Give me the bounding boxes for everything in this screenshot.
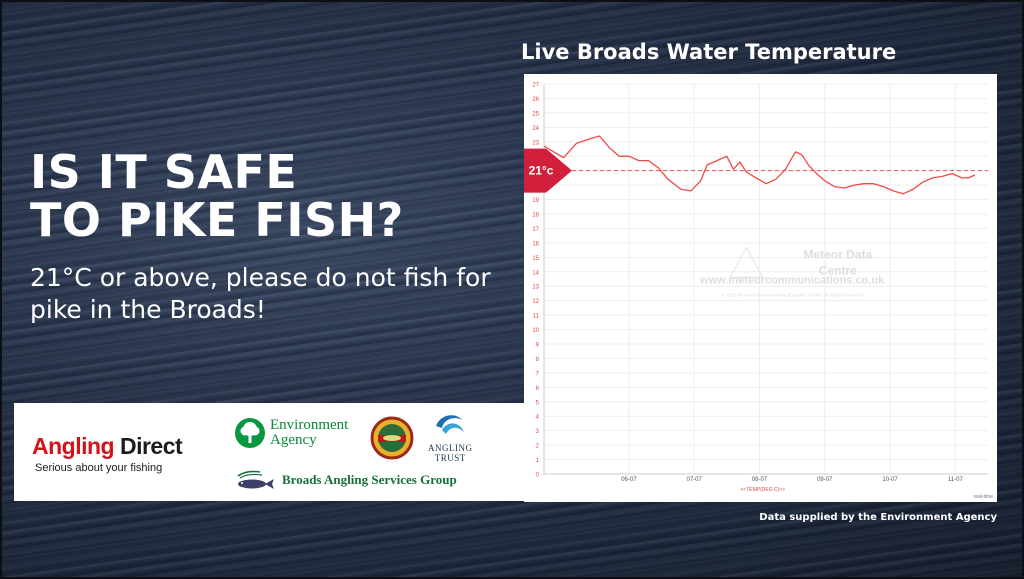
x-tick-label: 11-07 (948, 477, 964, 483)
tree-icon (235, 418, 265, 448)
x-axis-title: <<TEMP(DEG C)>> (740, 487, 785, 493)
temperature-chart-panel: 0123456789101112131415161718192021222324… (524, 74, 997, 502)
y-tick-label: 19 (532, 198, 539, 204)
angling-direct-tagline: Serious about your fishing (35, 462, 163, 474)
y-tick-label: 9 (536, 343, 540, 349)
y-tick-label: 23 (532, 140, 539, 146)
broads-angling-logo[interactable]: Broads Angling Services Group (232, 468, 457, 492)
y-tick-label: 1 (536, 458, 540, 464)
headline-line-1: IS IT SAFE (30, 145, 298, 199)
chart-footer-label: real-time (974, 494, 994, 500)
y-tick-label: 24 (532, 126, 539, 132)
y-tick-label: 15 (532, 256, 539, 262)
angling-direct-name: Angling Direct (32, 433, 183, 460)
y-tick-label: 18 (532, 213, 539, 219)
angling-direct-name-dark: Direct (119, 433, 183, 459)
watermark-line-1: Meteor Data (803, 247, 872, 261)
headline-line-2: TO PIKE FISH? (30, 193, 404, 247)
y-tick-label: 7 (536, 371, 540, 377)
y-tick-label: 6 (536, 386, 540, 392)
y-tick-label: 12 (532, 299, 539, 305)
angling-trust-line-1: ANGLING (428, 443, 473, 453)
page-headline: IS IT SAFE TO PIKE FISH? (30, 148, 404, 244)
chart-title: Live Broads Water Temperature (521, 40, 897, 64)
y-tick-label: 3 (536, 429, 540, 435)
temperature-chart: 0123456789101112131415161718192021222324… (524, 83, 994, 500)
x-tick-label: 09-07 (817, 477, 833, 483)
angling-trust-logo[interactable]: ANGLING TRUST (428, 412, 473, 463)
x-tick-label: 07-07 (686, 477, 702, 483)
environment-agency-line-2: Agency (270, 432, 317, 448)
watermark-line-2: Centre (819, 263, 857, 277)
y-tick-label: 14 (532, 270, 539, 276)
environment-agency-logo[interactable]: Environment Agency (234, 417, 348, 449)
y-tick-label: 8 (536, 357, 540, 363)
angling-direct-name-red: Angling (32, 433, 115, 459)
watermark-copyright: © 2025 Meteor Communications (Europe) Li… (722, 291, 863, 297)
threshold-label: 21°c (529, 164, 554, 178)
broads-angling-name: Broads Angling Services Group (282, 472, 457, 487)
y-tick-label: 2 (536, 444, 540, 450)
x-tick-label: 08-07 (752, 477, 768, 483)
temperature-series-line (543, 135, 976, 195)
x-tick-label: 06-07 (621, 477, 637, 483)
y-tick-label: 25 (532, 111, 539, 117)
angling-trust-line-2: TRUST (434, 453, 466, 463)
y-tick-label: 27 (532, 83, 539, 89)
y-tick-label: 26 (532, 97, 539, 103)
y-tick-label: 17 (532, 227, 539, 233)
warning-subtext: 21°C or above, please do not fish for pi… (30, 263, 491, 324)
y-tick-label: 4 (536, 415, 540, 421)
fishing-club-badge-icon[interactable] (370, 416, 414, 460)
y-tick-label: 10 (532, 328, 539, 334)
threshold-marker (524, 148, 572, 193)
angling-direct-logo[interactable]: Angling Direct Serious about your fishin… (32, 433, 183, 474)
y-tick-label: 11 (533, 314, 540, 320)
environment-agency-line-1: Environment (270, 417, 349, 433)
watermark-url: www.meteorcommunications.co.uk (699, 274, 885, 286)
y-tick-label: 0 (536, 473, 540, 479)
watermark-pyramid-icon (729, 246, 764, 278)
fish-icon (237, 470, 274, 489)
sponsor-logo-panel: Angling Direct Serious about your fishin… (14, 403, 524, 501)
angling-trust-swirl-icon (436, 415, 465, 434)
y-tick-label: 13 (532, 285, 539, 291)
source-note: Data supplied by the Environment Agency (759, 512, 997, 523)
y-tick-label: 16 (532, 241, 539, 247)
x-tick-label: 10-07 (882, 477, 898, 483)
y-tick-label: 5 (536, 400, 540, 406)
